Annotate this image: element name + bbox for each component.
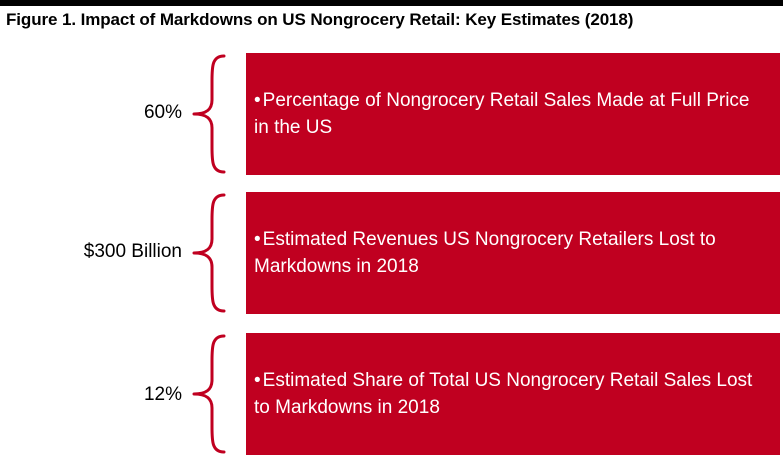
estimate-value: 60% — [143, 102, 182, 123]
bullet-icon: • — [254, 90, 261, 111]
left-brace-icon — [192, 193, 226, 313]
title-top-rule — [0, 0, 783, 6]
bullet-icon: • — [254, 229, 261, 250]
estimate-row-2: $300 Billion • Estimated Revenues US Nong… — [0, 192, 783, 314]
left-brace-icon — [192, 334, 226, 454]
estimate-description-box: • Estimated Share of Total US Nongrocery … — [246, 333, 780, 455]
figure-title: Figure 1. Impact of Markdowns on US Nong… — [6, 10, 634, 29]
bullet-icon: • — [254, 370, 261, 391]
estimate-description: • Percentage of Nongrocery Retail Sales M… — [254, 87, 766, 141]
estimate-row-3: 12% • Estimated Share of Total US Nongroc… — [0, 333, 783, 455]
estimate-row-1: 60% • Percentage of Nongrocery Retail Sal… — [0, 53, 783, 175]
estimate-description-text: Estimated Share of Total US Nongrocery R… — [254, 370, 753, 418]
estimate-description-box: • Estimated Revenues US Nongrocery Retail… — [246, 192, 780, 314]
estimate-description-box: • Percentage of Nongrocery Retail Sales M… — [246, 53, 780, 175]
estimate-description: • Estimated Share of Total US Nongrocery … — [254, 367, 766, 421]
left-brace-icon — [192, 54, 226, 174]
estimate-description: • Estimated Revenues US Nongrocery Retail… — [254, 226, 766, 280]
estimate-value: $300 Billion — [83, 241, 182, 262]
estimate-value: 12% — [143, 384, 182, 405]
estimate-description-text: Estimated Revenues US Nongrocery Retaile… — [254, 229, 716, 277]
estimate-description-text: Percentage of Nongrocery Retail Sales Ma… — [254, 90, 750, 138]
